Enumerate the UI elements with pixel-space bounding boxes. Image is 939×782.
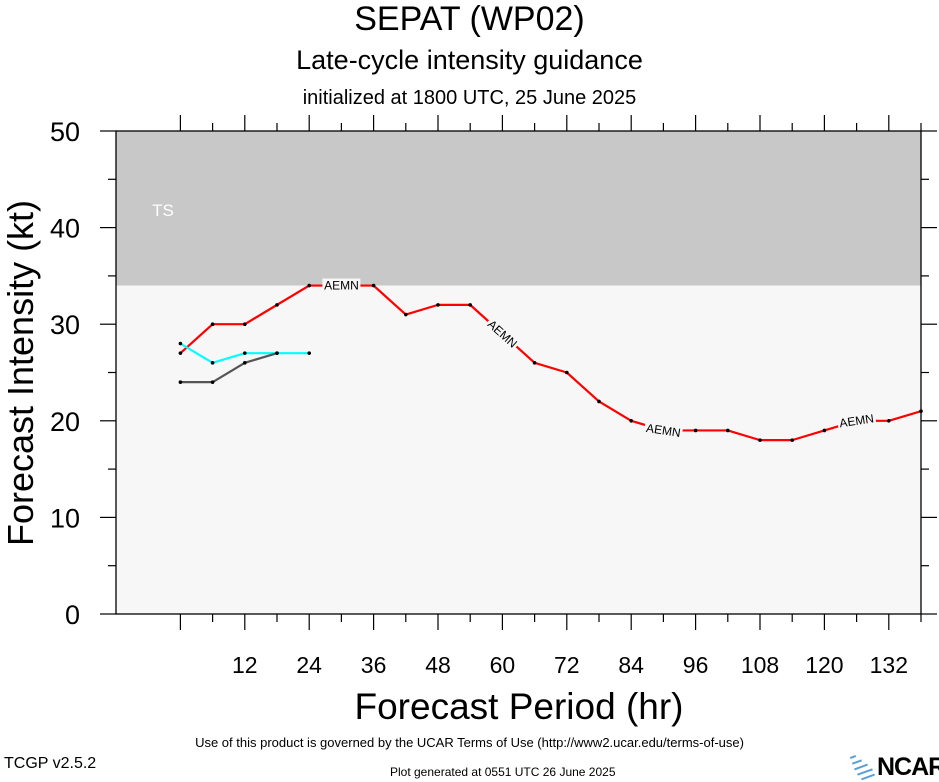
inline-label-bg: [484, 315, 522, 352]
series-inline-label: AEMN: [643, 420, 684, 440]
data-point: [307, 351, 312, 355]
data-point: [210, 361, 215, 365]
chart-axes: [100, 115, 937, 630]
data-point: [243, 351, 247, 355]
data-point: [597, 399, 601, 404]
data-point: [178, 341, 183, 346]
y-tick-label: 20: [50, 407, 80, 437]
data-point: [243, 361, 247, 365]
band-label: TS: [152, 201, 174, 220]
ncar-logo-text: NCAR: [877, 753, 939, 781]
data-point: [693, 428, 698, 433]
series-inline-label: AEMN: [322, 278, 361, 293]
series-line-2: [180, 352, 278, 384]
band-ts: [116, 131, 921, 286]
ncar-logo-icon: [849, 755, 875, 780]
inline-label-text: AEMN: [645, 421, 681, 440]
inline-label-bg: [322, 278, 361, 292]
data-point: [822, 428, 827, 433]
chart-title: SEPAT (WP02): [354, 0, 585, 38]
y-tick-label: 30: [50, 310, 80, 340]
series-inline-label: AEMN: [836, 411, 877, 430]
data-point: [436, 303, 440, 307]
data-point: [371, 283, 376, 288]
data-point: [629, 419, 633, 423]
data-point: [726, 428, 730, 433]
inline-label-text: AEMN: [324, 279, 359, 293]
terms-of-use: Use of this product is governed by the U…: [195, 735, 744, 750]
version-label: TCGP v2.5.2: [4, 755, 97, 772]
x-tick-label: 24: [296, 652, 322, 678]
inline-label-text: AEMN: [838, 411, 874, 430]
data-point: [468, 303, 473, 307]
x-tick-label: 96: [683, 652, 709, 678]
x-axis-label: Forecast Period (hr): [355, 686, 684, 727]
data-point: [307, 283, 312, 288]
data-point: [178, 351, 183, 355]
init-time: initialized at 1800 UTC, 25 June 2025: [302, 87, 637, 109]
x-tick-label: 48: [425, 652, 451, 678]
x-tick-label: 132: [870, 652, 908, 678]
data-point: [790, 438, 794, 442]
x-tick-label: 36: [361, 652, 387, 678]
data-point: [532, 361, 537, 365]
data-point: [404, 312, 408, 317]
inline-label-bg: [643, 420, 684, 440]
y-tick-label: 50: [50, 117, 80, 147]
series-line-0: [179, 284, 922, 442]
x-tick-label: 12: [232, 652, 258, 678]
x-tick-label: 84: [618, 652, 644, 678]
data-point: [178, 380, 183, 384]
y-tick-label: 40: [50, 214, 80, 244]
x-tick-label: 108: [741, 652, 779, 678]
y-tick-label: 10: [50, 503, 80, 533]
tick-labels: 0 10 20 30 40 50 12 24 36 48 60 72 84 96 108 120 132: [50, 117, 908, 678]
data-point: [275, 351, 279, 355]
data-point: [565, 370, 569, 375]
data-point: [758, 438, 762, 442]
x-tick-label: 60: [490, 652, 516, 678]
y-tick-label: 0: [65, 600, 80, 630]
data-point: [210, 380, 215, 384]
x-tick-label: 72: [554, 652, 580, 678]
intensity-bands: TS: [116, 131, 921, 614]
inline-label-bg: [836, 411, 877, 430]
y-axis-label: Forecast Intensity (kt): [0, 200, 41, 546]
chart-subtitle: Late-cycle intensity guidance: [296, 45, 643, 75]
data-point: [210, 322, 215, 327]
data-point: [887, 419, 891, 423]
band-lower: [116, 285, 921, 614]
data-point: [275, 303, 279, 307]
x-tick-label: 120: [805, 652, 843, 678]
generated-time: Plot generated at 0551 UTC 26 June 2025: [390, 765, 616, 779]
data-point: [243, 322, 247, 327]
